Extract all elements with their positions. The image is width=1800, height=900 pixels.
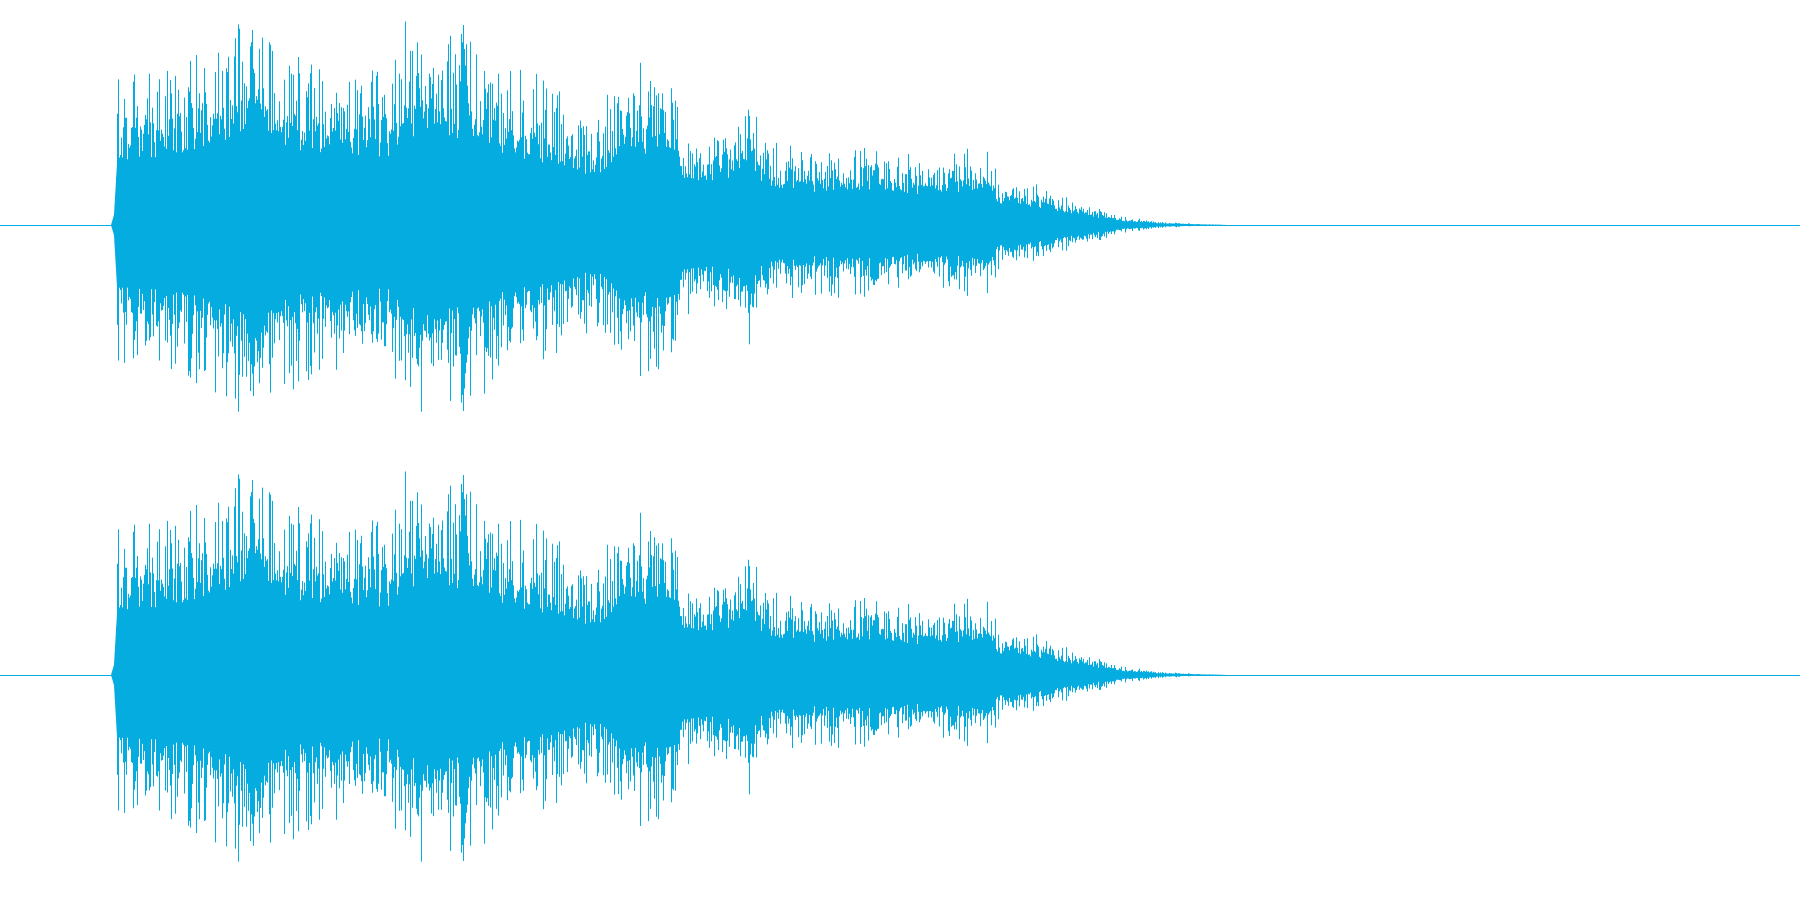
waveform-channel-left: [0, 21, 1800, 412]
waveform-bars: [0, 471, 1800, 862]
waveform-core: [0, 139, 1800, 311]
waveform-core: [0, 589, 1800, 761]
waveform-channel-right: [0, 471, 1800, 862]
waveform-bars: [0, 21, 1800, 412]
